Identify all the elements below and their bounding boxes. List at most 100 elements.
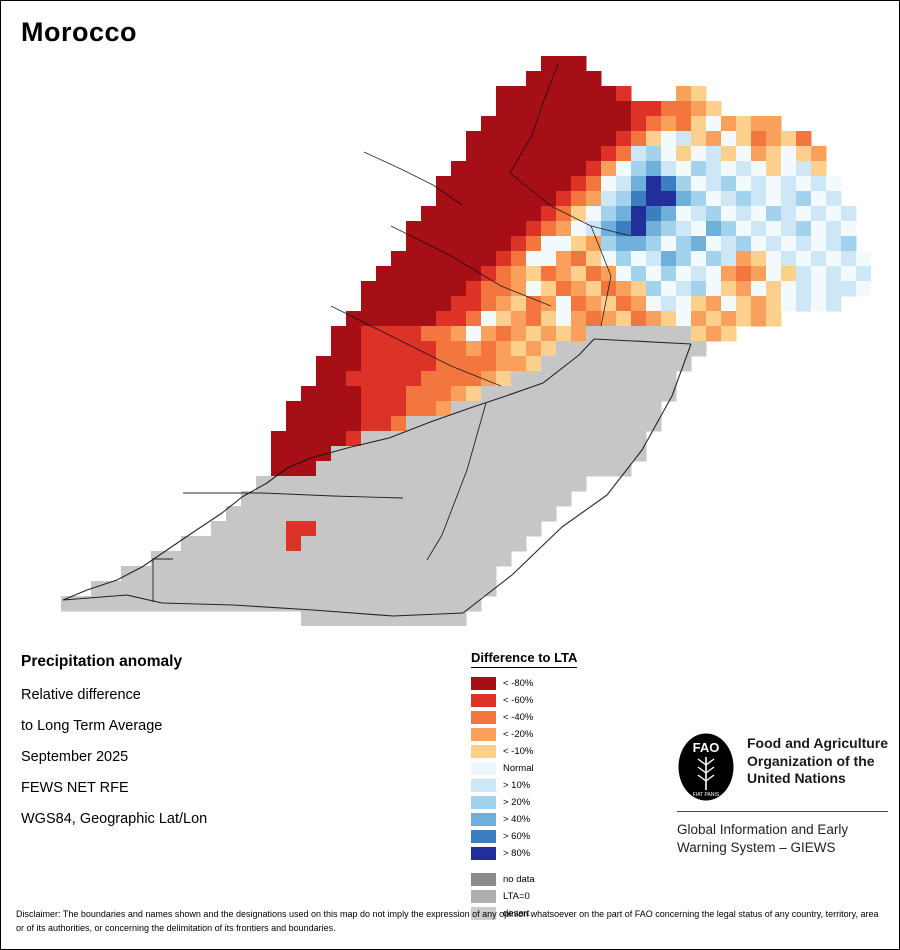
map-cell	[586, 446, 602, 462]
map-cell	[586, 71, 602, 87]
map-cell	[76, 596, 92, 612]
map-cell	[556, 191, 572, 207]
map-cell	[766, 176, 782, 192]
map-cell	[691, 176, 707, 192]
map-cell	[481, 236, 497, 252]
legend-label: > 80%	[503, 848, 531, 859]
map-cell	[511, 101, 527, 117]
map-cell	[511, 431, 527, 447]
map-cell	[301, 401, 317, 417]
map-cell	[616, 341, 632, 357]
map-cell	[376, 386, 392, 402]
map-cell	[541, 206, 557, 222]
map-cell	[601, 236, 617, 252]
map-cell	[346, 386, 362, 402]
map-cell	[406, 356, 422, 372]
map-cell	[391, 551, 407, 567]
map-cell	[481, 506, 497, 522]
map-cell	[796, 176, 812, 192]
admin-boundary-line	[593, 338, 692, 345]
map-cell	[511, 536, 527, 552]
map-cell	[586, 101, 602, 117]
map-cell	[781, 281, 797, 297]
info-line-projection: WGS84, Geographic Lat/Lon	[21, 811, 208, 827]
map-cell	[331, 416, 347, 432]
map-cell	[586, 176, 602, 192]
map-cell	[466, 521, 482, 537]
map-cell	[466, 401, 482, 417]
admin-boundary-line	[330, 305, 502, 387]
map-cell	[541, 386, 557, 402]
map-cell	[691, 191, 707, 207]
info-line-method: Relative difference	[21, 687, 141, 703]
map-cell	[436, 176, 452, 192]
map-cell	[706, 176, 722, 192]
map-cell	[361, 536, 377, 552]
map-cell	[346, 446, 362, 462]
map-cell	[646, 386, 662, 402]
map-cell	[361, 356, 377, 372]
map-cell	[811, 281, 827, 297]
map-cell	[661, 221, 677, 237]
map-cell	[496, 101, 512, 117]
map-cell	[391, 476, 407, 492]
map-cell	[316, 581, 332, 597]
map-cell	[721, 221, 737, 237]
map-cell	[286, 431, 302, 447]
legend-label: < -60%	[503, 695, 534, 706]
map-cell	[526, 476, 542, 492]
map-cell	[331, 431, 347, 447]
legend-label: LTA=0	[503, 891, 530, 902]
map-cell	[496, 446, 512, 462]
map-cell	[376, 401, 392, 417]
legend-item: > 10%	[471, 777, 577, 794]
map-cell	[571, 341, 587, 357]
map-cell	[481, 131, 497, 147]
map-cell	[496, 386, 512, 402]
map-cell	[421, 536, 437, 552]
map-cell	[361, 581, 377, 597]
map-cell	[361, 281, 377, 297]
map-cell	[451, 386, 467, 402]
map-cell	[451, 446, 467, 462]
legend-label: < -20%	[503, 729, 534, 740]
map-cell	[451, 506, 467, 522]
map-cell	[331, 371, 347, 387]
map-cell	[346, 311, 362, 327]
map-cell	[646, 221, 662, 237]
map-cell	[286, 521, 302, 537]
map-cell	[466, 176, 482, 192]
map-cell	[811, 251, 827, 267]
map-cell	[511, 176, 527, 192]
map-cell	[406, 596, 422, 612]
admin-boundary-line	[62, 457, 312, 601]
map-cell	[586, 431, 602, 447]
map-cell	[706, 116, 722, 132]
map-cell	[556, 446, 572, 462]
map-cell	[691, 326, 707, 342]
map-cell	[331, 401, 347, 417]
map-cell	[376, 551, 392, 567]
map-cell	[526, 326, 542, 342]
map-cell	[361, 596, 377, 612]
map-cell	[556, 296, 572, 312]
map-cell	[241, 566, 257, 582]
map-cell	[511, 311, 527, 327]
map-cell	[421, 356, 437, 372]
map-cell	[721, 161, 737, 177]
map-cell	[646, 146, 662, 162]
map-cell	[376, 506, 392, 522]
map-cell	[661, 371, 677, 387]
map-cell	[496, 341, 512, 357]
map-info-block: Precipitation anomaly Relative differenc…	[21, 653, 207, 842]
map-cell	[691, 131, 707, 147]
fao-logo-text: FAO	[693, 740, 720, 755]
map-cell	[631, 371, 647, 387]
map-cell	[766, 206, 782, 222]
map-cell	[136, 566, 152, 582]
map-cell	[601, 356, 617, 372]
map-cell	[661, 296, 677, 312]
map-cell	[676, 161, 692, 177]
map-cell	[661, 386, 677, 402]
map-cell	[526, 146, 542, 162]
